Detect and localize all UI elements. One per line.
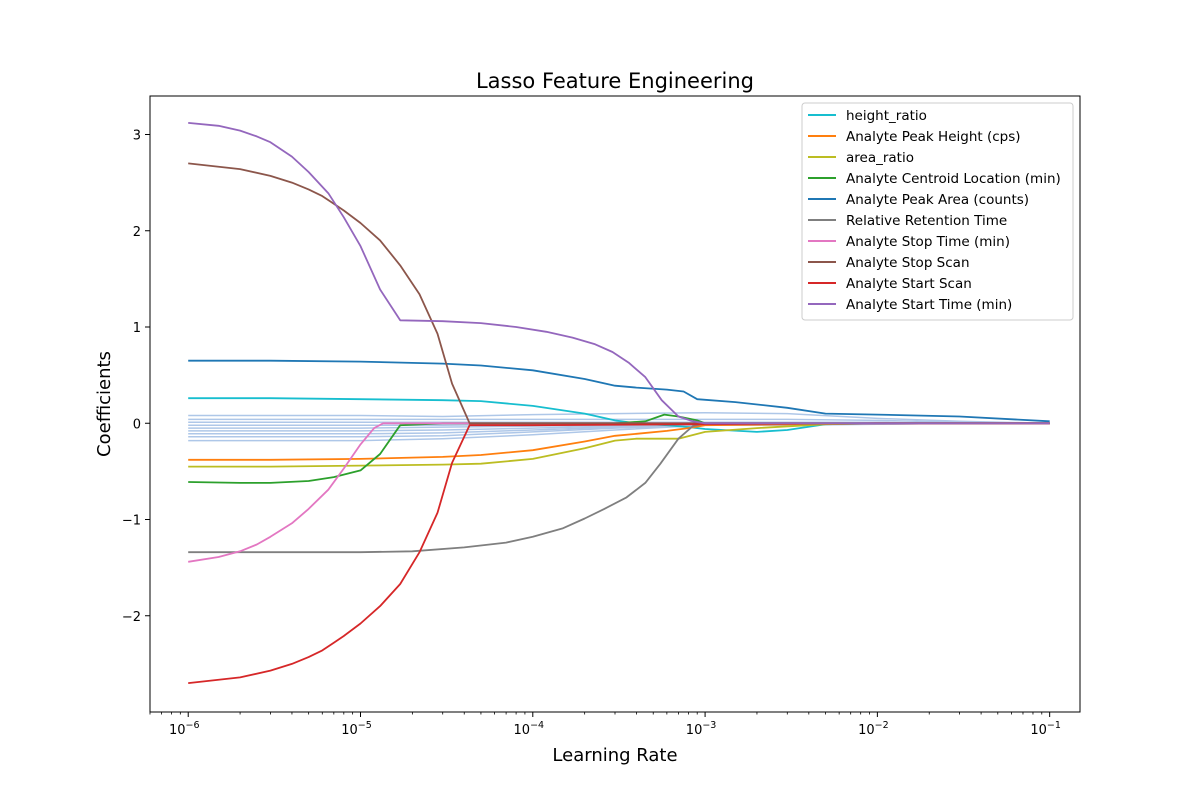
legend-label: Relative Retention Time xyxy=(846,213,1007,229)
series-line xyxy=(188,162,1050,425)
legend-box xyxy=(801,102,1074,321)
legend-label: Analyte Peak Area (counts) xyxy=(846,192,1029,208)
series-line xyxy=(188,359,1050,423)
x-tick-label: 10−5 xyxy=(341,720,372,738)
series-line xyxy=(188,122,1050,425)
x-tick-label: 10−2 xyxy=(858,720,889,738)
y-tick-label: 0 xyxy=(133,417,141,432)
x-axis-label: Learning Rate xyxy=(552,745,677,766)
y-tick-label: 1 xyxy=(133,321,141,336)
y-axis-label: Coefficients xyxy=(94,351,115,457)
background-coef-line xyxy=(188,411,1050,425)
legend-label: Analyte Start Time (min) xyxy=(846,297,1012,313)
legend-label: Analyte Stop Scan xyxy=(846,255,970,271)
y-axis: −2 −1 0 1 2 3 xyxy=(122,129,150,625)
series-line xyxy=(188,422,1050,468)
y-tick-label: 2 xyxy=(133,225,141,240)
legend-label: Analyte Stop Time (min) xyxy=(846,234,1010,250)
series-line xyxy=(188,422,1050,554)
series-line xyxy=(188,422,1050,684)
y-tick-label: −2 xyxy=(122,610,141,625)
legend-label: Analyte Peak Height (cps) xyxy=(846,129,1021,145)
legend-label: height_ratio xyxy=(846,108,927,124)
background-coef-line xyxy=(188,418,1050,425)
legend-label: area_ratio xyxy=(846,150,914,166)
legend-label: Analyte Start Scan xyxy=(846,276,972,292)
y-tick-label: −1 xyxy=(122,514,141,529)
x-tick-label: 10−6 xyxy=(169,720,200,738)
x-tick-label: 10−1 xyxy=(1030,720,1061,738)
chart-title: Lasso Feature Engineering xyxy=(476,69,754,93)
legend: height_ratio Analyte Peak Height (cps) are… xyxy=(801,102,1074,321)
y-tick-label: 3 xyxy=(133,129,141,144)
x-tick-label: 10−4 xyxy=(514,720,545,738)
series-layer xyxy=(188,122,1050,684)
x-axis: 10−6 10−5 10−4 10−3 10−2 10−1 xyxy=(149,712,1061,738)
legend-label: Analyte Centroid Location (min) xyxy=(846,171,1061,187)
x-tick-label: 10−3 xyxy=(686,720,717,738)
